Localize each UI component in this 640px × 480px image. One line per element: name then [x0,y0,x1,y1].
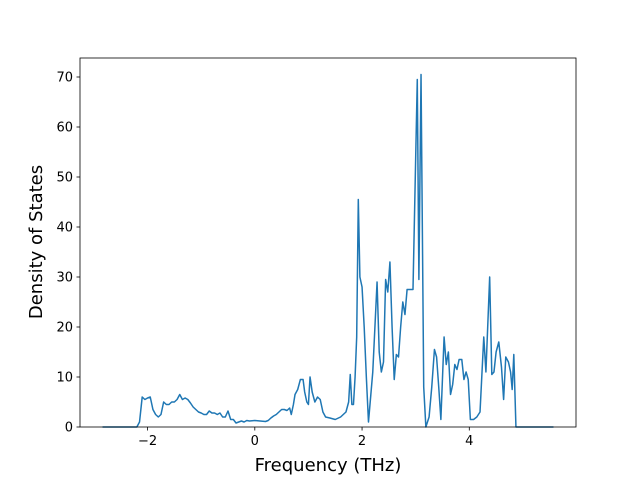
y-tick-label: 50 [56,171,73,186]
y-axis-label: Density of States [26,165,47,319]
y-tick-label: 30 [56,271,73,286]
y-tick-label: 10 [56,371,73,386]
x-tick-label: 2 [358,434,366,449]
y-tick-label: 40 [56,221,73,236]
plot-frame [79,57,577,428]
x-axis-label: Frequency (THz) [255,455,402,476]
x-tick-label: 4 [465,434,473,449]
x-tick-label: 0 [251,434,259,449]
x-tick-label: −2 [138,434,157,449]
y-tick-label: 70 [56,71,73,86]
y-tick-label: 60 [56,121,73,136]
y-tick-label: 20 [56,321,73,336]
line [102,73,554,428]
y-tick-label: 0 [65,421,73,436]
